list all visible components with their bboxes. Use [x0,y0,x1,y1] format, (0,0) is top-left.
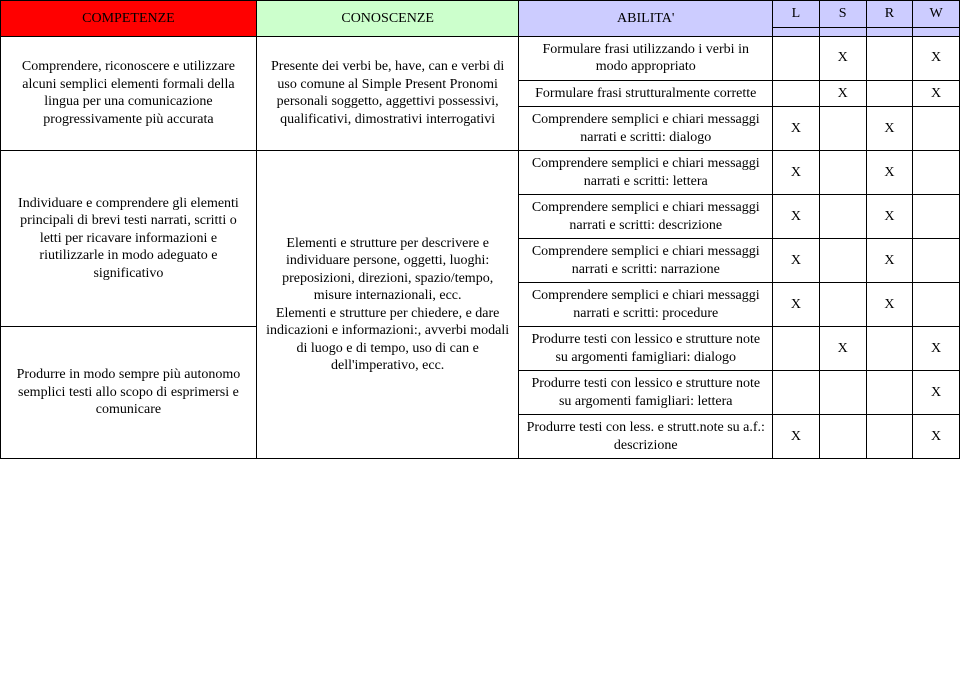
abilita-1: Formulare frasi utilizzando i verbi in m… [519,36,773,80]
mark-cell [866,80,913,107]
mark-cell [819,371,866,415]
mark-cell: X [866,107,913,151]
mark-cell: X [819,80,866,107]
mark-cell [866,327,913,371]
header-R-pad [866,27,913,36]
header-R: R [866,1,913,28]
header-W-pad [913,27,960,36]
mark-cell [773,327,820,371]
mark-cell: X [773,283,820,327]
mark-cell [819,195,866,239]
mark-cell [819,239,866,283]
abilita-5: Comprendere semplici e chiari messaggi n… [519,195,773,239]
header-conoscenze: CONOSCENZE [256,1,519,37]
mark-cell: X [866,239,913,283]
mark-cell [819,151,866,195]
mark-cell [773,371,820,415]
mark-cell [913,239,960,283]
header-L-pad [773,27,820,36]
mark-cell [819,107,866,151]
mark-cell: X [866,151,913,195]
conoscenza-2a: Elementi e strutture per descrivere e in… [282,236,493,304]
curriculum-table: COMPETENZE CONOSCENZE ABILITA' L S R W C… [0,0,960,459]
competenza-3: Produrre in modo sempre più autonomo sem… [1,327,257,459]
abilita-9: Produrre testi con lessico e strutture n… [519,371,773,415]
mark-cell: X [913,36,960,80]
mark-cell [913,151,960,195]
mark-cell [913,195,960,239]
conoscenza-2b: Elementi e strutture per chiedere, e dar… [266,306,509,374]
mark-cell [866,36,913,80]
header-S-pad [819,27,866,36]
abilita-4: Comprendere semplici e chiari messaggi n… [519,151,773,195]
mark-cell [773,36,820,80]
mark-cell: X [866,283,913,327]
mark-cell: X [913,371,960,415]
table-row: Comprendere, riconoscere e utilizzare al… [1,36,960,80]
mark-cell: X [913,415,960,459]
mark-cell [819,283,866,327]
conoscenza-1: Presente dei verbi be, have, can e verbi… [256,36,519,151]
header-row: COMPETENZE CONOSCENZE ABILITA' L S R W [1,1,960,28]
mark-cell: X [819,36,866,80]
mark-cell: X [773,107,820,151]
mark-cell: X [773,415,820,459]
header-abilita: ABILITA' [519,1,773,37]
header-L: L [773,1,820,28]
mark-cell [913,283,960,327]
conoscenza-2: Elementi e strutture per descrivere e in… [256,151,519,459]
mark-cell [866,371,913,415]
mark-cell: X [773,151,820,195]
competenza-2: Individuare e comprendere gli elementi p… [1,151,257,327]
header-W: W [913,1,960,28]
abilita-7: Comprendere semplici e chiari messaggi n… [519,283,773,327]
abilita-8: Produrre testi con lessico e strutture n… [519,327,773,371]
table-row: Individuare e comprendere gli elementi p… [1,151,960,195]
competenza-1: Comprendere, riconoscere e utilizzare al… [1,36,257,151]
abilita-6: Comprendere semplici e chiari messaggi n… [519,239,773,283]
mark-cell: X [819,327,866,371]
mark-cell [773,80,820,107]
abilita-3: Comprendere semplici e chiari messaggi n… [519,107,773,151]
mark-cell [913,107,960,151]
mark-cell: X [913,327,960,371]
mark-cell [819,415,866,459]
abilita-10: Produrre testi con less. e strutt.note s… [519,415,773,459]
mark-cell: X [773,239,820,283]
header-competenze: COMPETENZE [1,1,257,37]
mark-cell [866,415,913,459]
mark-cell: X [866,195,913,239]
mark-cell: X [913,80,960,107]
abilita-2: Formulare frasi strutturalmente corrette [519,80,773,107]
mark-cell: X [773,195,820,239]
header-S: S [819,1,866,28]
